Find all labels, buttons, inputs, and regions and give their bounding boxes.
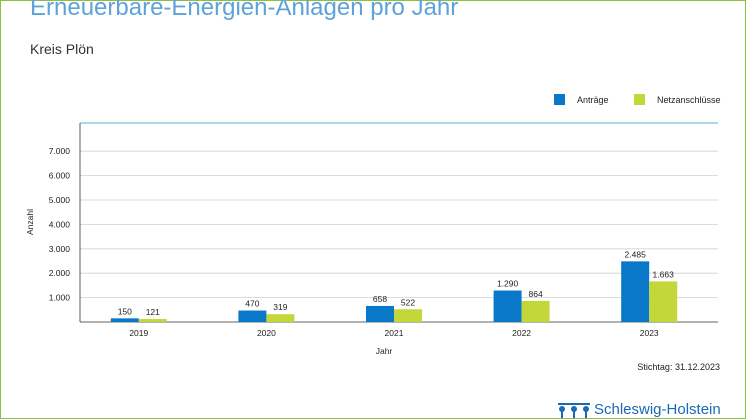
- legend-item-netzanschluesse: Netzanschlüsse: [634, 94, 721, 105]
- bar-antraege-2022: [493, 290, 522, 322]
- y-tick-label: 2.000: [49, 268, 71, 278]
- data-label: 1.663: [653, 269, 675, 279]
- x-tick-label: 2020: [257, 328, 276, 338]
- bar-netzanschluesse-2023: [649, 281, 678, 322]
- bar-netzanschluesse-2021: [394, 309, 422, 322]
- chart-title: Erneuerbare-Energien-Anlagen pro Jahr: [30, 0, 459, 21]
- logo-mark-icon: [558, 403, 590, 418]
- legend-label-netzanschluesse: Netzanschlüsse: [657, 94, 721, 105]
- legend-label-antraege: Anträge: [577, 94, 609, 105]
- data-label: 121: [146, 307, 160, 317]
- data-label: 658: [373, 294, 387, 304]
- x-tick-label: 2019: [129, 328, 148, 338]
- y-tick-label: 4.000: [49, 219, 71, 229]
- bar-antraege-2023: [621, 261, 650, 322]
- y-tick-label: 1.000: [49, 293, 71, 303]
- y-tick-label: 5.000: [49, 195, 71, 205]
- x-tick-label: 2022: [512, 328, 531, 338]
- data-label: 2.485: [625, 249, 647, 259]
- legend-item-antraege: Anträge: [554, 94, 609, 105]
- bar-netzanschluesse-2022: [521, 300, 550, 322]
- legend-swatch-netzanschluesse: [634, 94, 645, 105]
- data-label: 470: [245, 299, 259, 309]
- legend-swatch-antraege: [554, 94, 565, 105]
- data-label: 864: [529, 289, 543, 299]
- bar-antraege-2021: [366, 305, 394, 322]
- bar-netzanschluesse-2019: [138, 319, 167, 322]
- x-tick-label: 2023: [640, 328, 659, 338]
- y-axis-label: Anzahl: [25, 209, 35, 235]
- data-label: 319: [273, 302, 287, 312]
- stichtag-note: Stichtag: 31.12.2023: [637, 362, 720, 372]
- logo: Schleswig-Holstein: [556, 400, 721, 419]
- y-tick-label: 6.000: [49, 171, 71, 181]
- x-axis-label: Jahr: [376, 346, 393, 356]
- x-tick-label: 2021: [385, 328, 404, 338]
- chart-subtitle: Kreis Plön: [30, 41, 94, 57]
- y-tick-label: 3.000: [49, 244, 71, 254]
- y-tick-label: 7.000: [49, 146, 71, 156]
- data-label: 150: [118, 306, 132, 316]
- bar-netzanschluesse-2020: [266, 314, 295, 322]
- data-label: 1.290: [497, 279, 519, 289]
- bar-antraege-2020: [238, 310, 267, 322]
- bar-antraege-2019: [110, 318, 139, 322]
- logo-text: Schleswig-Holstein: [594, 401, 721, 418]
- data-label: 522: [401, 297, 415, 307]
